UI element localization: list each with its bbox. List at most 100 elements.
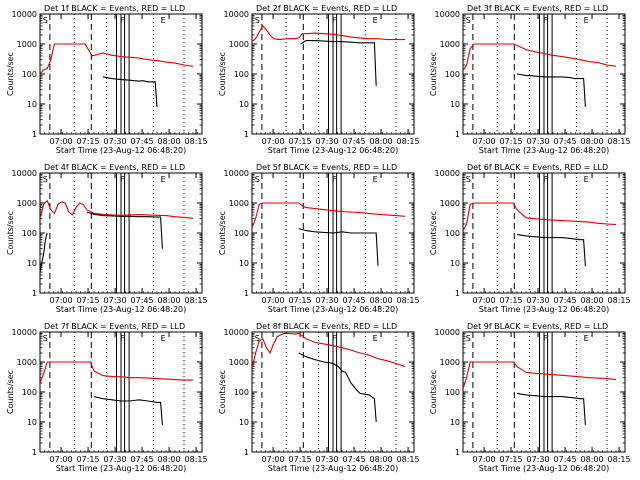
series-lld-line (252, 332, 406, 369)
x-tick-label: 08:00 (370, 455, 393, 464)
marker-e: E (161, 175, 166, 184)
x-tick-label: 07:45 (554, 296, 577, 305)
series-lld-line (40, 199, 194, 219)
x-tick-label: 07:30 (104, 455, 127, 464)
series-group (463, 361, 617, 425)
series-lld-line (40, 361, 193, 384)
panel-title: Det 1f BLACK = Events, RED = LLD (44, 4, 185, 13)
x-tick-label: 07:15 (289, 296, 312, 305)
y-tick-label: 10000 (224, 10, 249, 19)
panel-title: Det 9f BLACK = Events, RED = LLD (467, 322, 608, 331)
marker-f: F (543, 175, 548, 184)
series-events-line (102, 76, 158, 107)
y-tick-label: 1 (455, 289, 460, 298)
y-tick-label: 10 (239, 100, 249, 109)
y-tick-label: 100 (234, 229, 249, 238)
panel-det-4f: Det 4f BLACK = Events, RED = LLD 1 10 100 10… (6, 163, 208, 314)
x-tick-label: 08:00 (158, 455, 181, 464)
marker-f: F (120, 175, 125, 184)
series-events-line (516, 233, 586, 266)
x-tick-label: 08:00 (581, 455, 604, 464)
marker-f: F (543, 16, 548, 25)
x-tick-label: 07:00 (262, 455, 285, 464)
y-tick-label: 1000 (229, 40, 249, 49)
series-group (463, 43, 617, 107)
panel-title: Det 4f BLACK = Events, RED = LLD (44, 163, 185, 172)
y-tick-label: 10000 (12, 169, 37, 178)
series-group (252, 332, 406, 423)
series-lld-line (252, 202, 406, 228)
panel-title: Det 2f BLACK = Events, RED = LLD (256, 4, 397, 13)
x-tick-label: 08:15 (185, 137, 208, 146)
y-tick-label: 1 (455, 130, 460, 139)
marker-s: S (43, 175, 48, 184)
y-tick-label: 10000 (435, 10, 460, 19)
y-tick-label: 1000 (229, 358, 249, 367)
marker-f: F (332, 16, 337, 25)
marker-f: F (120, 16, 125, 25)
series-events-line (300, 40, 377, 86)
y-tick-label: 10 (239, 259, 249, 268)
y-axis-label: Counts/sec (6, 52, 15, 96)
y-tick-label: 1000 (440, 40, 460, 49)
x-tick-label: 08:15 (397, 455, 420, 464)
marker-s: S (255, 334, 260, 343)
x-tick-label: 07:15 (500, 455, 523, 464)
series-events-line (516, 73, 586, 107)
series-events-line (40, 211, 163, 273)
x-tick-label: 08:00 (581, 296, 604, 305)
y-tick-label: 10 (450, 259, 460, 268)
series-lld-line (40, 43, 194, 75)
series-group (40, 199, 194, 273)
x-tick-label: 07:15 (77, 296, 100, 305)
x-tick-label: 08:00 (581, 137, 604, 146)
marker-s: S (466, 175, 471, 184)
series-group (252, 202, 406, 266)
x-tick-label: 07:30 (316, 455, 339, 464)
x-tick-label: 07:00 (262, 296, 285, 305)
y-tick-label: 1 (32, 289, 37, 298)
panel-det-3f: Det 3f BLACK = Events, RED = LLD 1 10 100 10… (429, 4, 631, 155)
x-tick-label: 07:30 (527, 137, 550, 146)
x-tick-label: 08:00 (370, 296, 393, 305)
x-tick-label: 08:15 (608, 296, 631, 305)
x-axis-label: Start Time (23-Aug-12 06:48:20) (479, 305, 610, 314)
x-tick-label: 08:15 (608, 455, 631, 464)
y-tick-label: 10 (27, 100, 37, 109)
y-tick-label: 1 (32, 448, 37, 457)
marker-s: S (255, 175, 260, 184)
y-tick-label: 10 (450, 100, 460, 109)
y-tick-label: 10 (27, 259, 37, 268)
x-tick-label: 07:30 (527, 455, 550, 464)
marker-s: S (466, 334, 471, 343)
x-tick-label: 07:00 (50, 296, 73, 305)
x-tick-label: 08:15 (397, 296, 420, 305)
marker-e: E (373, 175, 378, 184)
marker-e: E (373, 334, 378, 343)
panel-det-7f: Det 7f BLACK = Events, RED = LLD 1 10 100 10… (6, 322, 208, 473)
panel-det-1f: Det 1f BLACK = Events, RED = LLD 1 10 100 10… (6, 4, 208, 155)
y-tick-label: 1000 (440, 199, 460, 208)
x-tick-label: 08:00 (158, 137, 181, 146)
panel-title: Det 7f BLACK = Events, RED = LLD (44, 322, 185, 331)
y-axis-label: Counts/sec (429, 211, 438, 255)
x-axis-label: Start Time (23-Aug-12 06:48:20) (56, 464, 187, 473)
y-tick-label: 1 (32, 130, 37, 139)
y-tick-label: 1 (455, 448, 460, 457)
y-tick-label: 10000 (12, 10, 37, 19)
series-events-line (93, 396, 163, 425)
y-axis-label: Counts/sec (6, 370, 15, 414)
x-tick-label: 07:00 (473, 296, 496, 305)
x-tick-label: 08:15 (185, 296, 208, 305)
x-tick-label: 07:30 (104, 137, 127, 146)
y-axis-label: Counts/sec (6, 211, 15, 255)
x-tick-label: 07:15 (500, 296, 523, 305)
x-tick-label: 07:45 (131, 137, 154, 146)
marker-s: S (255, 16, 260, 25)
series-group (252, 24, 405, 86)
panel-det-8f: Det 8f BLACK = Events, RED = LLD 1 10 100 10… (218, 322, 420, 473)
x-tick-label: 07:45 (554, 455, 577, 464)
marker-s: S (466, 16, 471, 25)
x-tick-label: 08:15 (608, 137, 631, 146)
y-tick-label: 100 (22, 229, 37, 238)
